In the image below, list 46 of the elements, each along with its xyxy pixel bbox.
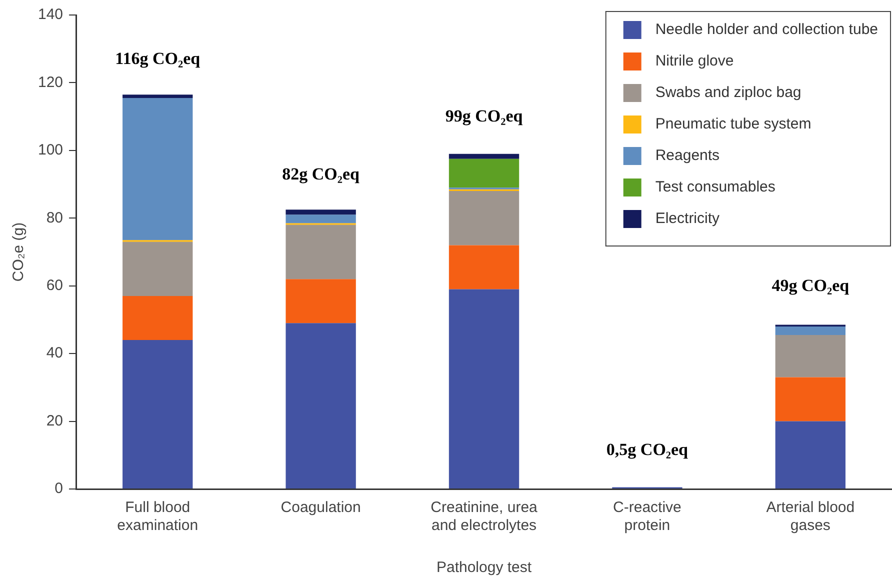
x-tick-label: Coagulation: [280, 499, 361, 516]
y-tick-label: 60: [46, 277, 64, 294]
bar: [286, 224, 356, 280]
x-tick-label: Creatinine, urea and electrolytes: [430, 499, 538, 534]
legend-label: Electricity: [655, 210, 720, 228]
x-tick-label: C-reactive protein: [613, 499, 682, 534]
bar: [448, 245, 520, 290]
y-tick-label: 80: [46, 209, 64, 226]
x-tick-label: Arterial blood gases: [766, 499, 855, 534]
annotation: 0,5g CO₂eq: [606, 440, 689, 460]
y-tick-label: 0: [54, 480, 64, 498]
y-tick-label: 100: [38, 142, 64, 159]
y-tick-label: 120: [38, 74, 64, 91]
bar: [448, 191, 520, 246]
bar: [775, 334, 846, 378]
bar: [122, 296, 193, 340]
y-axis-title: CO₂e (g): [10, 222, 28, 282]
legend-label: Swabs and ziploc bag: [655, 84, 802, 102]
legend-label: Pneumatic tube system: [655, 116, 812, 133]
bar: [775, 326, 846, 335]
legend-label: Nitrile glove: [655, 52, 734, 70]
x-tick-label: Full blood examination: [117, 499, 198, 534]
legend-label: Reagents: [655, 147, 720, 164]
bar: [448, 154, 520, 159]
bar: [122, 98, 193, 240]
annotation: 49g CO₂eq: [772, 276, 850, 295]
bar: [122, 94, 193, 98]
bar: [286, 214, 356, 224]
bar: [286, 323, 356, 488]
bar: [775, 377, 846, 422]
bar: [286, 210, 356, 215]
y-tick-label: 140: [38, 6, 64, 24]
y-tick-label: 20: [46, 412, 64, 430]
bar: [286, 279, 356, 324]
bar: [122, 340, 193, 488]
annotation: 99g CO₂eq: [445, 106, 524, 126]
bar: [122, 242, 193, 296]
bar: [775, 421, 846, 488]
legend-label: Needle holder and collection tube: [655, 21, 878, 38]
annotation: 82g CO₂eq: [282, 164, 360, 184]
bar: [448, 158, 520, 188]
annotation: 116g CO₂eq: [115, 49, 201, 68]
y-tick-label: 40: [46, 344, 64, 362]
bar: [448, 289, 520, 488]
legend-label: Test consumables: [655, 178, 776, 196]
x-axis-title: Pathology test: [436, 559, 532, 576]
